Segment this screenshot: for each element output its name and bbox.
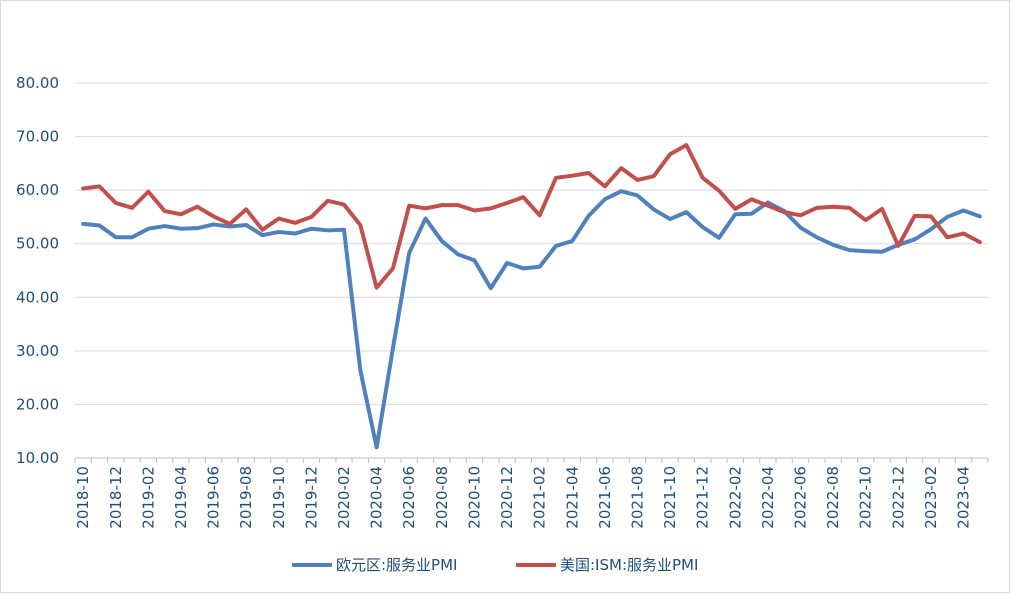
legend-label-2: 美国:ISM:服务业PMI	[560, 556, 698, 574]
y-tick-label: 60.00	[16, 181, 59, 199]
x-tick-label: 2021-12	[694, 466, 712, 529]
x-tick-label: 2022-06	[792, 466, 810, 529]
x-tick-label: 2019-02	[139, 466, 157, 529]
x-tick-label: 2021-06	[596, 466, 614, 529]
y-tick-label: 20.00	[16, 395, 59, 413]
x-tick-label: 2020-12	[498, 466, 516, 529]
x-tick-label: 2018-10	[74, 466, 92, 529]
x-tick-label: 2022-02	[726, 466, 744, 529]
y-tick-label: 80.00	[16, 74, 59, 92]
y-tick-label: 50.00	[16, 235, 59, 253]
x-tick-label: 2019-06	[205, 466, 223, 529]
x-tick-label: 2020-04	[368, 466, 386, 529]
x-tick-label: 2020-02	[335, 466, 353, 529]
x-tick-label: 2021-10	[661, 466, 679, 529]
x-axis: 2018-10 2018-12 2019-02 2019-04 2019-06 2019-…	[74, 457, 989, 529]
x-tick-label: 2023-02	[922, 466, 940, 529]
x-tick-label: 2021-04	[563, 466, 581, 529]
x-tick-label: 2022-10	[857, 466, 875, 529]
series-lines	[81, 143, 982, 450]
gridlines	[75, 82, 988, 405]
x-tick-label: 2021-02	[531, 466, 549, 529]
x-tick-label: 2018-12	[107, 466, 125, 529]
series-line-2	[81, 143, 982, 290]
x-tick-label: 2021-08	[628, 466, 646, 529]
y-tick-label: 70.00	[16, 128, 59, 146]
y-tick-label: 40.00	[16, 288, 59, 306]
x-tick-label: 2019-12	[302, 466, 320, 529]
y-tick-label: 10.00	[16, 449, 59, 467]
x-tick-label: 2019-04	[172, 466, 190, 529]
y-tick-label: 30.00	[16, 342, 59, 360]
x-tick-label: 2020-10	[465, 466, 483, 529]
x-tick-label: 2022-08	[824, 466, 842, 529]
x-tick-label: 2019-10	[270, 466, 288, 529]
series-line-1	[81, 189, 982, 450]
x-tick-label: 2023-04	[955, 466, 973, 529]
x-tick-label: 2022-04	[759, 466, 777, 529]
y-axis: 10.00 20.00 30.00 40.00 50.00 60.00 70.00 80.00	[16, 74, 59, 467]
legend-label-1: 欧元区:服务业PMI	[336, 556, 457, 574]
x-tick-label: 2020-08	[433, 466, 451, 529]
x-tick-label: 2022-12	[889, 466, 907, 529]
x-tick-label: 2019-08	[237, 466, 255, 529]
legend: 欧元区:服务业PMI 美国:ISM:服务业PMI	[292, 556, 698, 574]
x-tick-label: 2020-06	[400, 466, 418, 529]
